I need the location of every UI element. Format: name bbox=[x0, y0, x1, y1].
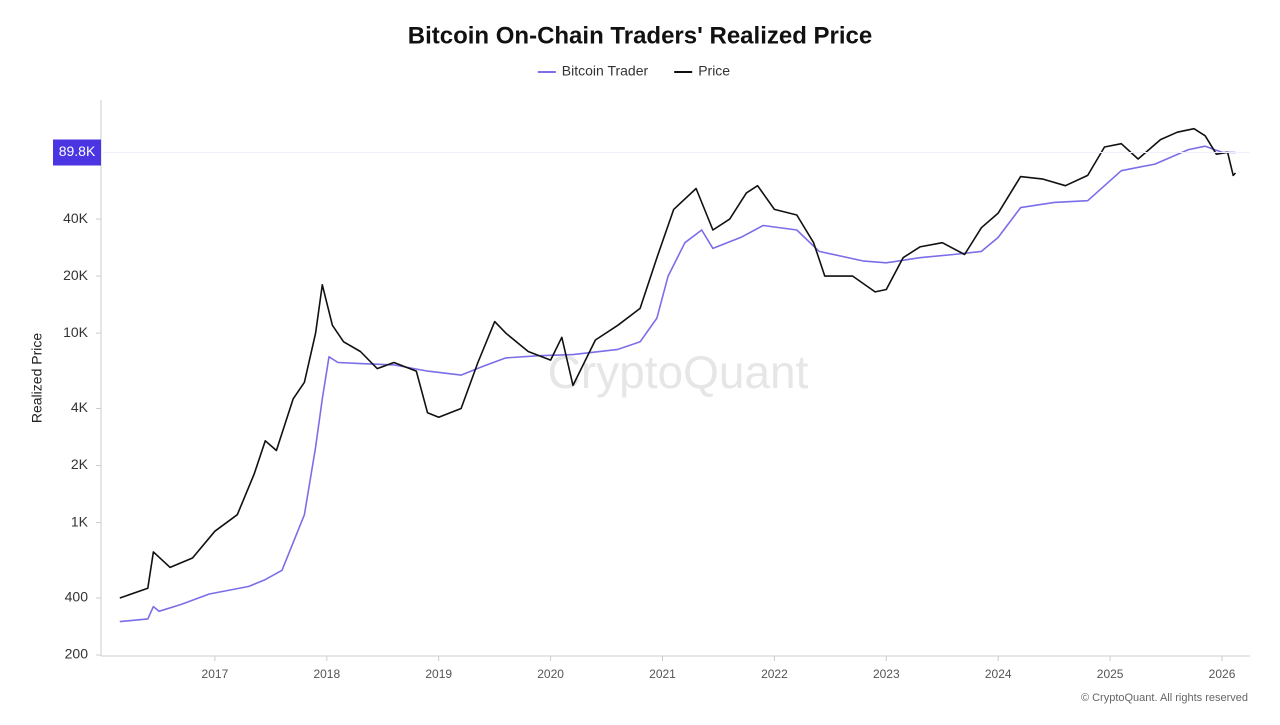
x-tick-label: 2021 bbox=[649, 667, 676, 681]
y-tick-label: 20K bbox=[63, 267, 89, 283]
y-axis-title: Realized Price bbox=[29, 333, 45, 423]
watermark: CryptoQuant bbox=[548, 346, 809, 398]
y-tick-label: 2K bbox=[71, 456, 89, 472]
y-tick-label: 1K bbox=[71, 513, 89, 529]
x-tick-label: 2019 bbox=[425, 667, 452, 681]
y-tick-label: 400 bbox=[65, 589, 89, 605]
y-tick-label: 40K bbox=[63, 210, 89, 226]
y-tick-label: 200 bbox=[65, 646, 89, 662]
footer: © CryptoQuant. All rights reserved bbox=[1081, 692, 1248, 704]
x-tick-label: 2017 bbox=[202, 667, 229, 681]
x-tick-label: 2020 bbox=[537, 667, 564, 681]
chart-title: Bitcoin On-Chain Traders' Realized Price bbox=[408, 22, 873, 49]
marker-label: 89.8K bbox=[59, 143, 96, 159]
series-line bbox=[119, 145, 1236, 623]
x-tick-label: 2022 bbox=[761, 667, 788, 681]
series-line bbox=[119, 127, 1237, 599]
legend-label: Price bbox=[698, 63, 730, 79]
x-tick-label: 2024 bbox=[985, 667, 1012, 681]
y-tick-label: 10K bbox=[63, 324, 89, 340]
x-tick-label: 2025 bbox=[1097, 667, 1124, 681]
legend-label: Bitcoin Trader bbox=[562, 63, 649, 79]
x-tick-label: 2026 bbox=[1209, 667, 1236, 681]
x-tick-label: 2023 bbox=[873, 667, 900, 681]
x-tick-label: 2018 bbox=[313, 667, 340, 681]
y-tick-label: 4K bbox=[71, 399, 89, 415]
marker-badge bbox=[53, 139, 101, 166]
